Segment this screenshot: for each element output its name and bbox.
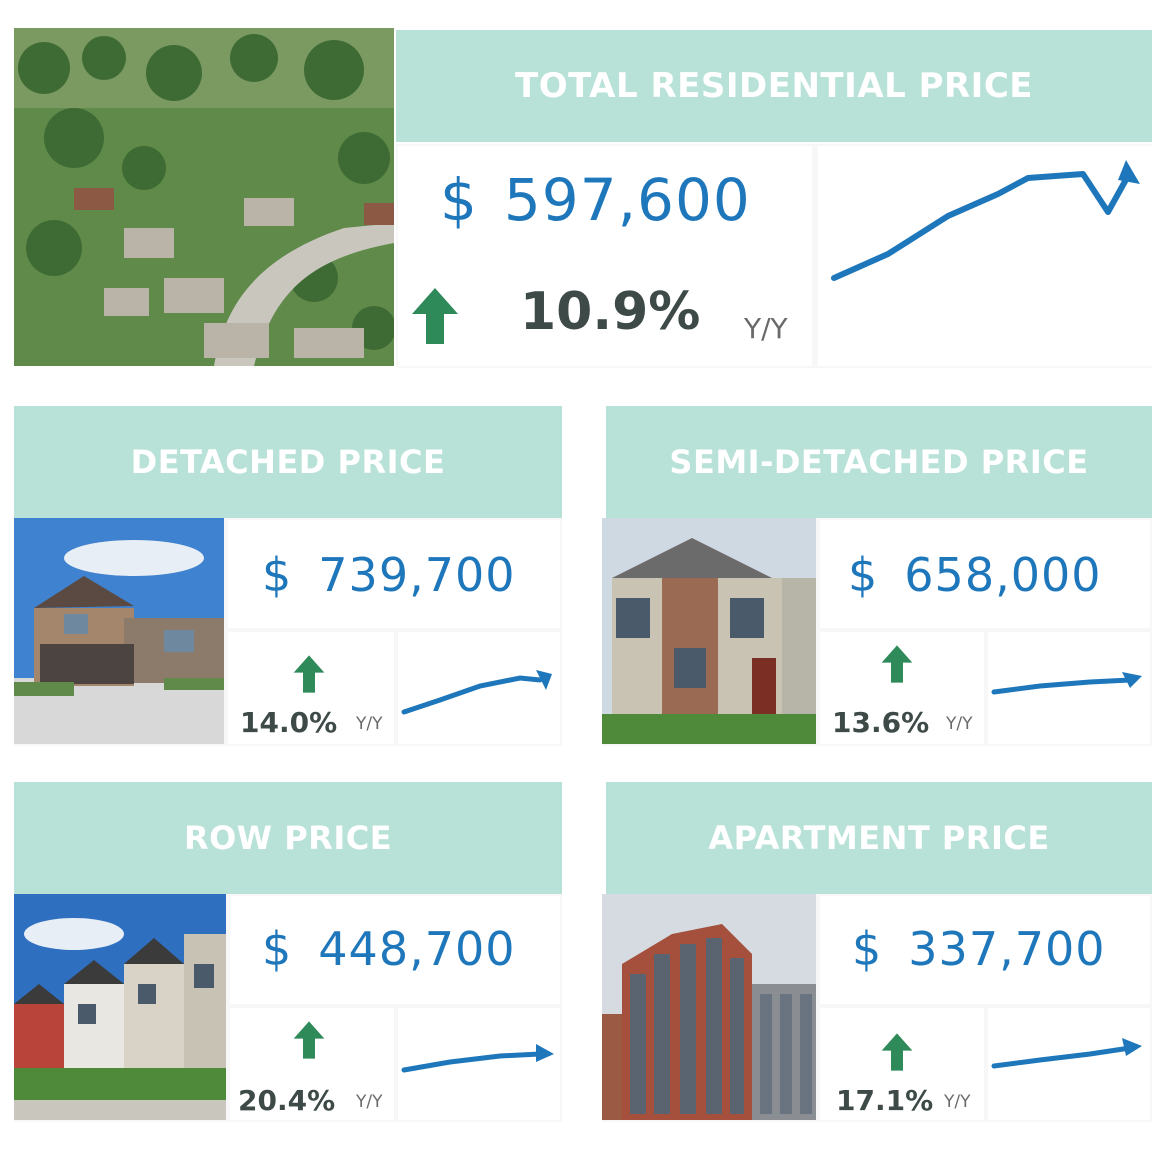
aerial-neighbourhood-photo xyxy=(14,28,394,366)
detached-header: DETACHED PRICE xyxy=(14,406,562,518)
up-arrow-icon xyxy=(410,286,460,346)
total-price-panel xyxy=(398,146,812,366)
apartment-trend-line xyxy=(990,1034,1146,1074)
apartment-tower-photo xyxy=(602,894,816,1120)
currency-symbol: $ xyxy=(440,166,478,234)
detached-change-label: Y/Y xyxy=(356,714,383,734)
total-change-percent: 10.9% xyxy=(520,282,701,342)
detached-title: DETACHED PRICE xyxy=(130,443,446,481)
apartment-title: APARTMENT PRICE xyxy=(708,819,1050,857)
apartment-header: APARTMENT PRICE xyxy=(606,782,1152,894)
total-trend-panel xyxy=(818,146,1152,366)
up-arrow-icon xyxy=(880,1032,914,1072)
price-value: 448,700 xyxy=(318,922,516,976)
detached-price-panel xyxy=(228,520,560,628)
row-change-label: Y/Y xyxy=(356,1092,383,1112)
total-residential-title: TOTAL RESIDENTIAL PRICE xyxy=(515,66,1033,106)
row-houses-photo xyxy=(14,894,226,1120)
currency-symbol: $ xyxy=(262,922,293,976)
semi-detached-price-panel xyxy=(820,520,1150,628)
semi-detached-title: SEMI-DETACHED PRICE xyxy=(669,443,1089,481)
price-value: 739,700 xyxy=(318,548,516,602)
detached-trend-line xyxy=(400,664,556,720)
currency-symbol: $ xyxy=(852,922,883,976)
apartment-price-panel xyxy=(820,896,1150,1004)
semi-detached-header: SEMI-DETACHED PRICE xyxy=(606,406,1152,518)
total-residential-header: TOTAL RESIDENTIAL PRICE xyxy=(396,30,1152,142)
detached-change-percent: 14.0% xyxy=(240,706,338,739)
semi-detached-change-panel xyxy=(820,632,984,744)
semi-detached-change-percent: 13.6% xyxy=(832,706,930,739)
up-arrow-icon xyxy=(880,644,914,684)
row-header: ROW PRICE xyxy=(14,782,562,894)
price-value: 597,600 xyxy=(503,166,751,234)
currency-symbol: $ xyxy=(848,548,879,602)
row-title: ROW PRICE xyxy=(183,819,393,857)
total-change-label: Y/Y xyxy=(744,312,788,345)
semi-detached-house-photo xyxy=(602,518,816,744)
detached-price: $739,700 xyxy=(262,548,516,602)
up-arrow-icon xyxy=(292,1020,326,1060)
apartment-price: $337,700 xyxy=(852,922,1106,976)
total-price: $597,600 xyxy=(440,166,751,234)
up-arrow-icon xyxy=(292,654,326,694)
row-price-panel xyxy=(230,896,560,1004)
currency-symbol: $ xyxy=(262,548,293,602)
total-trend-line xyxy=(828,156,1144,286)
row-change-percent: 20.4% xyxy=(238,1084,336,1117)
apartment-change-label: Y/Y xyxy=(944,1092,971,1112)
row-price: $448,700 xyxy=(262,922,516,976)
semi-detached-change-label: Y/Y xyxy=(946,714,973,734)
semi-detached-trend-line xyxy=(990,664,1146,704)
apartment-change-percent: 17.1% xyxy=(836,1084,934,1117)
semi-detached-price: $658,000 xyxy=(848,548,1102,602)
row-trend-line xyxy=(400,1040,556,1080)
price-value: 337,700 xyxy=(908,922,1106,976)
detached-house-photo xyxy=(14,518,224,744)
price-value: 658,000 xyxy=(904,548,1102,602)
